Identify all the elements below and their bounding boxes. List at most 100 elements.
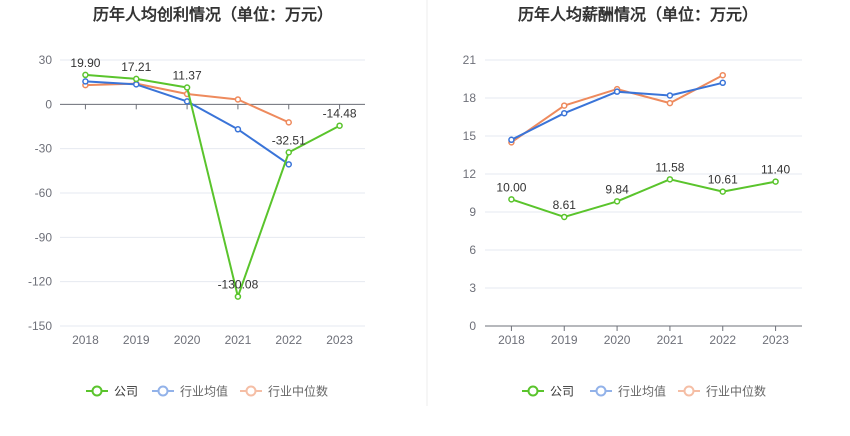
data-point [666, 176, 674, 183]
data-label: 10.00 [496, 180, 526, 194]
y-tick-label: 21 [463, 53, 477, 67]
data-point [719, 71, 726, 79]
data-point [613, 198, 621, 205]
legend-label: 公司 [550, 385, 574, 399]
legend-item-industry-median[interactable]: 行业中位数 [240, 384, 328, 399]
legend: 公司 行业均值 行业中位数 [522, 384, 766, 399]
y-tick-label: -120 [28, 275, 52, 289]
data-point [234, 126, 242, 133]
data-point [234, 96, 242, 103]
series-company: 10.00 8.61 9.84 11.58 10.61 11.40 [496, 160, 790, 221]
data-label: 19.90 [70, 56, 100, 70]
data-point [133, 75, 140, 83]
legend-line-marker-icon [678, 385, 700, 397]
data-point [82, 78, 89, 85]
x-tick-label: 2021 [657, 333, 684, 347]
chart-title: 历年人均创利情况（单位：万元） [93, 5, 333, 24]
data-point [666, 99, 674, 107]
x-tick-label: 2020 [604, 333, 631, 347]
series-line [510, 74, 724, 144]
y-tick-label: -60 [35, 186, 53, 200]
legend-icon-circle [527, 385, 539, 397]
series-industry-average [82, 78, 292, 168]
x-tick-label: 2022 [709, 333, 736, 347]
legend-line-marker-icon [590, 385, 612, 397]
data-label: 10.61 [708, 173, 738, 187]
data-point [719, 79, 726, 87]
profit-chart: 历年人均创利情况（单位：万元） 30 0 -30 -60 -90 -120 -150 2018 2… [28, 5, 365, 399]
data-point [285, 119, 292, 126]
data-point [719, 188, 726, 195]
data-label: 11.40 [761, 163, 790, 177]
x-tick-label: 2023 [762, 333, 789, 347]
y-tick-label: 0 [45, 97, 52, 111]
data-label: 9.84 [605, 182, 629, 196]
legend-icon-circle [683, 385, 695, 397]
data-label: 11.58 [655, 160, 684, 174]
legend-label: 行业均值 [618, 384, 666, 399]
y-tick-label: 18 [463, 91, 477, 105]
y-tick-label: 0 [469, 319, 476, 333]
data-label: -14.48 [323, 107, 357, 121]
y-tick-label: 15 [463, 129, 477, 143]
data-point [561, 213, 568, 221]
legend: 公司 行业均值 行业中位数 [86, 384, 328, 399]
data-label: 8.61 [553, 198, 577, 212]
y-tick-label: 30 [39, 53, 53, 67]
series-line [85, 73, 341, 298]
data-point [133, 81, 140, 88]
series-industry-median [508, 71, 726, 146]
y-tick-label: 12 [463, 167, 477, 181]
x-tick-label: 2020 [174, 333, 201, 347]
legend-item-company[interactable]: 公司 [522, 385, 574, 399]
data-point [508, 196, 515, 203]
legend-label: 公司 [114, 385, 138, 399]
legend-label: 行业中位数 [268, 384, 328, 399]
y-tick-label: 6 [469, 243, 476, 257]
data-point [183, 84, 191, 91]
legend-icon-circle [91, 385, 103, 397]
legend-line-marker-icon [240, 385, 262, 397]
data-point [613, 88, 621, 95]
series-company: 19.90 17.21 11.37 -130.08 -32.51 -14.48 [70, 56, 357, 300]
data-point [285, 149, 292, 156]
data-point [561, 109, 568, 117]
chart-title: 历年人均薪酬情况（单位：万元） [518, 5, 758, 24]
y-tick-label: -150 [28, 319, 52, 333]
series-line [511, 178, 776, 218]
y-tick-label: 3 [469, 281, 476, 295]
x-tick-label: 2022 [275, 333, 302, 347]
x-tick-label: 2019 [123, 333, 150, 347]
data-point [234, 293, 242, 300]
salary-chart: 历年人均薪酬情况（单位：万元） 21 18 15 12 9 6 3 0 2018 2019 2020 2… [463, 5, 802, 399]
x-tick-label: 2019 [551, 333, 578, 347]
legend-item-company[interactable]: 公司 [86, 385, 138, 399]
data-point [561, 102, 568, 109]
y-tick-label: -90 [35, 230, 53, 244]
legend-item-industry-average[interactable]: 行业均值 [152, 384, 228, 399]
data-point [772, 178, 779, 185]
data-label: -32.51 [272, 133, 306, 147]
data-point [285, 161, 292, 168]
y-tick-label: -30 [35, 142, 53, 156]
legend-line-marker-icon [522, 385, 544, 397]
data-point [666, 92, 674, 99]
legend-item-industry-median[interactable]: 行业中位数 [678, 384, 766, 399]
data-label: -130.08 [218, 278, 259, 292]
x-tick-label: 2018 [72, 333, 99, 347]
legend-line-marker-icon [86, 385, 108, 397]
data-point [508, 136, 515, 144]
series-industry-average [508, 79, 726, 144]
x-tick-label: 2018 [498, 333, 525, 347]
x-tick-label: 2021 [225, 333, 252, 347]
data-point [82, 71, 89, 79]
legend-label: 行业均值 [180, 384, 228, 399]
data-label: 17.21 [121, 60, 151, 74]
x-tick-label: 2023 [326, 333, 353, 347]
legend-item-industry-average[interactable]: 行业均值 [590, 384, 666, 399]
data-point [183, 98, 191, 105]
data-point [336, 122, 343, 129]
legend-icon-circle [245, 385, 257, 397]
legend-icon-circle [595, 385, 607, 397]
